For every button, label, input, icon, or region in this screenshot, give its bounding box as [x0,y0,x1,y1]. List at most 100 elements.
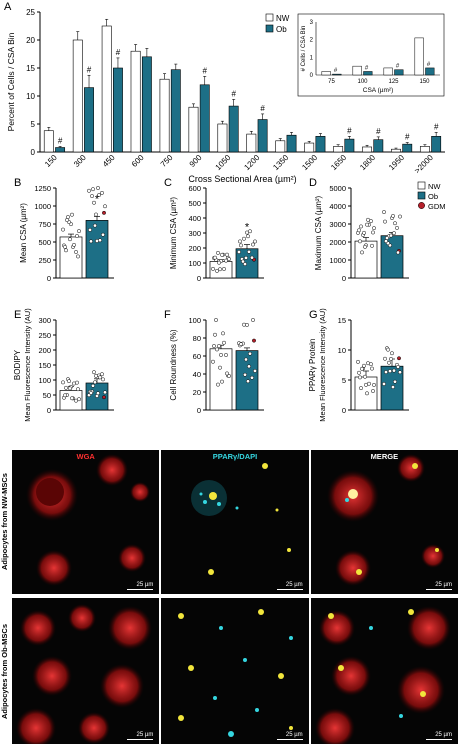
inset-bar-ob [363,71,373,76]
inset-x-tick-label: 125 [388,79,399,85]
data-point [92,370,96,375]
x-tick-label: 600 [130,153,146,169]
inset-x-tick-label: 100 [357,79,368,85]
x-axis-label: Cross Sectional Area (µm²) [188,174,296,184]
bar-nw [101,25,112,153]
y-axis-label: Percent of Cells / CSA Bin [6,32,16,131]
data-point [386,347,390,352]
data-point [371,230,375,235]
data-point [393,221,397,226]
bar-nw [304,142,315,153]
y-tick-label: 5 [342,376,346,385]
data-point [248,229,252,234]
inset-sig-mark: # [396,64,400,70]
bar-ob [286,134,297,153]
data-point [101,377,105,382]
data-point [75,380,79,385]
data-point [63,393,67,398]
data-point [392,368,396,373]
data-point [100,372,104,377]
data-point [94,373,98,378]
data-point [253,368,257,373]
bar-nw [130,50,141,153]
data-point [396,364,400,369]
data-point [241,259,245,264]
data-point [365,222,369,227]
data-point [216,250,220,255]
y-tick-label: 80 [193,334,201,343]
bar-nw [217,123,228,153]
scale-bar [425,589,452,590]
data-point [369,362,373,367]
data-point [365,391,369,396]
data-point [238,239,242,244]
y-tick-label: 750 [38,220,51,229]
data-point [245,322,249,327]
data-point [237,250,241,254]
scale-bar [127,739,154,740]
row-label-ob: Adipocytes from Ob-MSCs [0,623,9,719]
y-axis-label-2: Mean Fluorescence Intensity (AU) [318,308,327,422]
y-tick-label: 60 [193,352,201,361]
data-point [250,255,254,260]
panel-letter: B [14,177,21,189]
y-tick-label: 20 [193,388,201,397]
x-tick-label: 1350 [271,153,290,172]
data-point [77,229,81,234]
scale-text: 25 µm [136,732,154,738]
inset-bar-nw [414,37,424,76]
data-point [222,267,226,271]
y-tick-label: 25 [26,8,35,17]
bar-ob [199,84,210,153]
micrograph-merge-nw: MERGE 25 µm [310,450,458,594]
data-point [103,390,107,395]
data-point [72,242,76,247]
data-point [363,374,367,379]
micrograph-wga-ob: 25 µm [12,598,160,744]
y-tick-label: 4000 [329,202,346,211]
y-tick-label: 0 [342,274,346,283]
panel-i-letter: I [3,596,6,606]
data-point [356,359,360,364]
x-tick-label: 900 [188,153,204,169]
y-tick-label: 400 [188,214,201,223]
y-tick-label: 200 [38,346,51,355]
y-tick-label: 1000 [329,256,346,265]
bar-ob [84,87,94,153]
bar-ob [113,67,123,153]
scale-text: 25 µm [285,732,303,738]
data-point [396,250,400,255]
bar-nw [159,78,170,153]
data-point [382,210,386,215]
data-point [87,188,91,193]
scale-text: 25 µm [136,582,154,588]
data-point [213,332,217,337]
bar-nw [419,146,430,153]
data-point [371,389,375,393]
y-tick-label: 100 [188,316,201,325]
panel-b: B 0 250 500 750 1000 1250 Mean CSA (µm²) * [14,177,114,283]
inset-y-tick-label: 2 [310,38,314,44]
micrograph-wga-nw: WGA 25 µm [12,450,160,594]
sig-mark: # [434,122,439,131]
data-point [243,372,247,377]
scale-bar [127,589,154,590]
bar-ob [431,136,442,153]
panel-h-letter: H [3,452,10,462]
inset-bar-nw [321,71,331,76]
inset-sig-mark: # [365,65,369,71]
x-tick-label: 150 [43,153,59,169]
data-point [74,250,78,254]
bar-nw [209,348,233,411]
micrograph-ppar-ob: 25 µm [161,598,309,744]
y-tick-label: 0 [342,406,346,415]
bar-nw [246,133,257,153]
data-point [367,381,371,386]
legend-swatch [417,191,426,200]
legend-label: Ob [276,25,287,34]
bar-ob [373,139,384,153]
sig-mark: # [203,66,208,75]
bar-nw [43,130,54,153]
data-point-gdm [397,356,401,361]
data-point [98,375,102,380]
